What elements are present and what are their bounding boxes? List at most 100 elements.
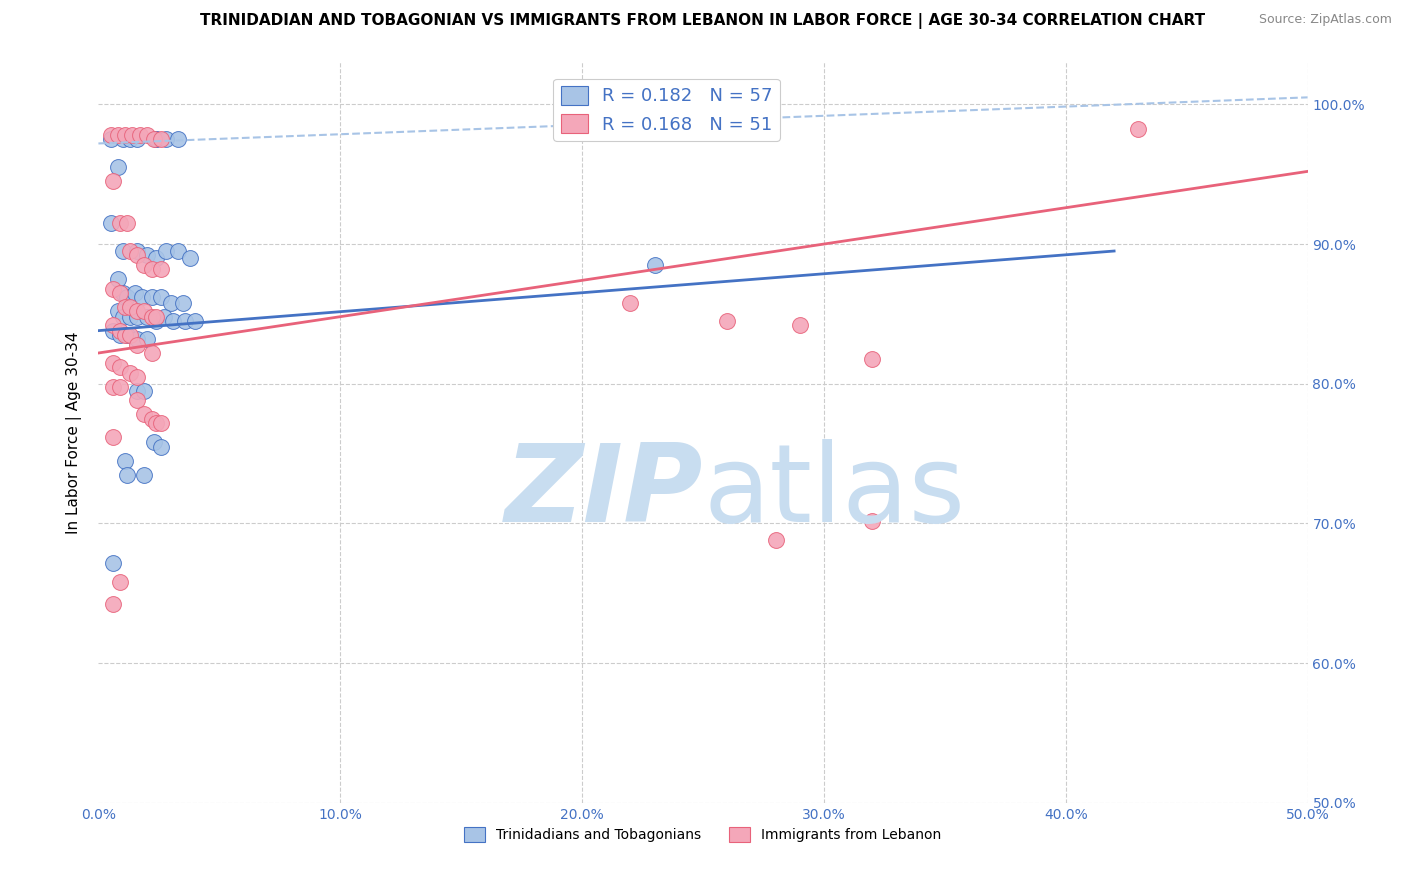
Point <box>117 290 139 304</box>
Point <box>121 128 143 142</box>
Point <box>789 318 811 332</box>
Point <box>107 272 129 286</box>
Point <box>141 290 163 304</box>
Point <box>108 359 131 374</box>
Legend: Trinidadians and Tobagonians, Immigrants from Lebanon: Trinidadians and Tobagonians, Immigrants… <box>458 822 948 847</box>
Point <box>127 393 149 408</box>
Point <box>135 332 157 346</box>
Point <box>127 310 149 324</box>
Point <box>127 304 149 318</box>
Point <box>118 244 141 258</box>
Point <box>135 310 157 324</box>
Point <box>118 310 141 324</box>
Point <box>134 408 156 422</box>
Point <box>101 379 124 393</box>
Point <box>619 295 641 310</box>
Point <box>155 244 177 258</box>
Point <box>108 324 131 338</box>
Point <box>128 128 150 142</box>
Point <box>111 244 134 258</box>
Y-axis label: In Labor Force | Age 30-34: In Labor Force | Age 30-34 <box>66 331 83 534</box>
Text: TRINIDADIAN AND TOBAGONIAN VS IMMIGRANTS FROM LEBANON IN LABOR FORCE | AGE 30-34: TRINIDADIAN AND TOBAGONIAN VS IMMIGRANTS… <box>201 13 1205 29</box>
Point <box>150 416 173 430</box>
Point <box>101 282 124 296</box>
Point <box>118 300 141 314</box>
Point <box>141 262 163 277</box>
Point <box>127 337 149 351</box>
Point <box>127 369 149 384</box>
Point <box>101 430 124 444</box>
Point <box>644 258 666 272</box>
Point <box>162 314 184 328</box>
Point <box>114 453 136 467</box>
Point <box>135 128 157 142</box>
Point <box>172 295 194 310</box>
Point <box>160 295 183 310</box>
Point <box>179 251 201 265</box>
Point <box>114 128 136 142</box>
Point <box>135 248 157 262</box>
Point <box>108 379 131 393</box>
Point <box>145 132 167 146</box>
Point <box>100 132 122 146</box>
Point <box>765 533 787 548</box>
Point <box>101 356 124 370</box>
Point <box>101 318 124 332</box>
Point <box>100 216 122 230</box>
Point <box>143 435 166 450</box>
Point <box>127 332 149 346</box>
Point <box>145 132 167 146</box>
Point <box>143 132 166 146</box>
Point <box>111 285 134 300</box>
Point <box>114 300 136 314</box>
Point <box>107 128 129 142</box>
Point <box>107 304 129 318</box>
Point <box>127 132 149 146</box>
Point <box>101 174 124 188</box>
Point <box>141 310 163 324</box>
Point <box>150 262 173 277</box>
Point <box>860 351 883 366</box>
Text: atlas: atlas <box>703 439 965 545</box>
Point <box>184 314 207 328</box>
Point <box>141 346 163 360</box>
Point <box>124 285 146 300</box>
Point <box>145 251 167 265</box>
Point <box>167 244 190 258</box>
Point <box>111 310 134 324</box>
Point <box>101 598 124 612</box>
Point <box>860 514 883 528</box>
Point <box>134 258 156 272</box>
Point <box>131 290 153 304</box>
Point <box>127 384 149 398</box>
Point <box>127 244 149 258</box>
Point <box>111 132 134 146</box>
Point <box>118 327 141 342</box>
Point <box>108 285 131 300</box>
Point <box>117 327 139 342</box>
Point <box>118 366 141 380</box>
Point <box>100 128 122 142</box>
Point <box>134 304 156 318</box>
Point <box>150 290 173 304</box>
Point <box>134 384 156 398</box>
Point <box>152 310 174 324</box>
Point <box>141 411 163 425</box>
Point <box>150 132 173 146</box>
Point <box>107 160 129 174</box>
Point <box>716 314 738 328</box>
Point <box>101 556 124 570</box>
Text: ZIP: ZIP <box>505 439 703 545</box>
Point <box>167 132 190 146</box>
Point <box>150 440 173 454</box>
Point <box>108 575 131 590</box>
Point <box>145 416 167 430</box>
Text: Source: ZipAtlas.com: Source: ZipAtlas.com <box>1258 13 1392 27</box>
Point <box>155 132 177 146</box>
Point <box>174 314 197 328</box>
Point <box>117 216 139 230</box>
Point <box>127 248 149 262</box>
Point <box>114 327 136 342</box>
Point <box>108 327 131 342</box>
Point <box>145 314 167 328</box>
